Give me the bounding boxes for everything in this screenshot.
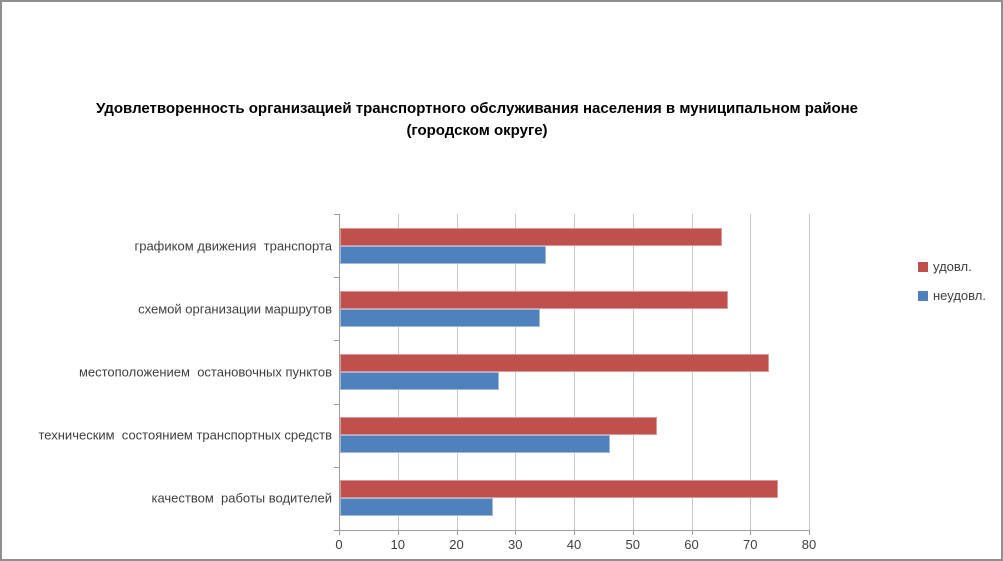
- bar-satisfied: [340, 291, 728, 309]
- x-axis-tick: [456, 530, 458, 535]
- x-axis-tick: [632, 530, 634, 535]
- category-label: техническим состоянием транспортных сред…: [38, 427, 333, 443]
- y-axis-tick: [334, 214, 339, 215]
- x-axis-tick: [750, 530, 752, 535]
- y-axis-tick: [334, 340, 339, 341]
- gridline: [750, 214, 752, 530]
- legend-color-swatch: [918, 290, 928, 301]
- x-axis-tick-label: 10: [390, 537, 405, 552]
- bar-unsatisfied: [340, 435, 610, 453]
- y-axis-tick: [334, 467, 339, 468]
- legend-color-swatch: [918, 261, 928, 272]
- category-label: местоположением остановочных пунктов: [78, 364, 332, 380]
- bar-satisfied: [340, 417, 657, 435]
- bar-unsatisfied: [340, 372, 499, 390]
- gridline: [809, 214, 810, 530]
- x-axis-tick-label: 80: [801, 537, 817, 552]
- legend-item: удовл.: [918, 259, 986, 274]
- gridline: [691, 214, 693, 530]
- category-label: схемой организации маршрутов: [138, 301, 332, 317]
- x-axis-tick-label: 70: [743, 537, 758, 552]
- x-axis-tick-label: 20: [449, 537, 464, 552]
- x-axis-tick: [515, 530, 517, 535]
- y-axis-tick: [334, 404, 339, 405]
- gridline: [574, 214, 575, 530]
- x-axis-tick: [691, 530, 693, 535]
- y-axis-line: [339, 214, 340, 530]
- legend-item: неудовл.: [918, 288, 986, 303]
- x-axis-tick: [339, 530, 340, 535]
- bar-satisfied: [340, 480, 778, 498]
- x-axis-line: [339, 530, 810, 531]
- gridline: [515, 214, 517, 530]
- gridline: [632, 214, 634, 530]
- legend: удовл. неудовл.: [918, 259, 986, 303]
- bar-satisfied: [340, 228, 722, 246]
- legend-label: удовл.: [933, 259, 972, 274]
- x-axis-tick-label: 60: [684, 537, 699, 552]
- category-label: графиком движения транспорта: [134, 238, 332, 254]
- y-axis-tick: [334, 277, 339, 278]
- x-axis-tick-label: 30: [508, 537, 523, 552]
- chart-title: Удовлетворенность организацией транспорт…: [95, 100, 859, 139]
- bar-unsatisfied: [340, 498, 493, 516]
- x-axis-tick: [397, 530, 399, 535]
- bar-unsatisfied: [340, 246, 546, 264]
- x-axis-tick-label: 0: [335, 537, 343, 552]
- legend-label: неудовл.: [933, 288, 986, 303]
- x-axis-tick: [809, 530, 810, 535]
- x-axis-tick-label: 50: [625, 537, 640, 552]
- x-axis-tick: [574, 530, 575, 535]
- x-axis-tick-label: 40: [566, 537, 582, 552]
- category-label: качеством работы водителей: [151, 490, 332, 506]
- y-axis-tick: [334, 530, 339, 531]
- bar-satisfied: [340, 354, 769, 372]
- bar-unsatisfied: [340, 309, 540, 327]
